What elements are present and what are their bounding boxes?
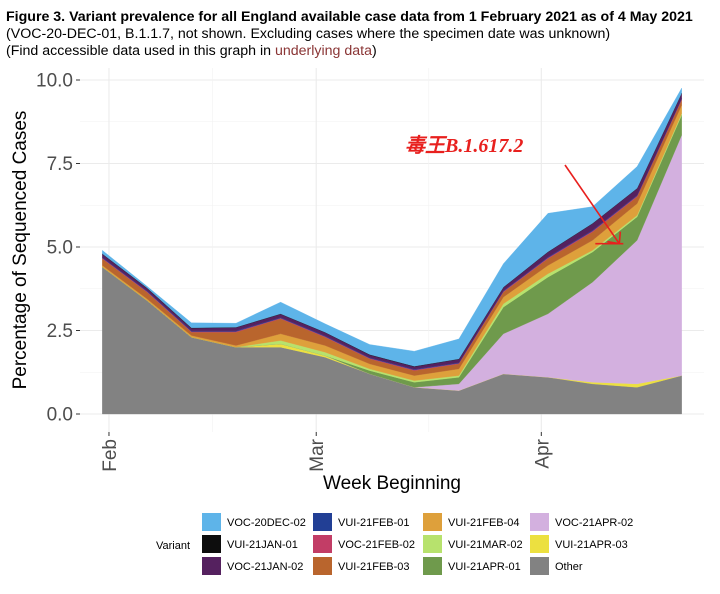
annotation-arrowhead	[618, 231, 622, 244]
y-tick-label: 5.0	[47, 238, 73, 259]
y-tick-label: 0.0	[47, 405, 73, 426]
figure-title: Figure 3. Variant prevalence for all Eng…	[6, 9, 693, 25]
figure-subtitle: (VOC-20-DEC-01, B.1.1.7, not shown. Excl…	[6, 26, 611, 42]
x-axis-title: Week Beginning	[323, 473, 461, 494]
legend-swatch-vui-21feb-04	[423, 513, 442, 531]
legend-swatch-voc-21feb-02	[313, 535, 332, 553]
annotation-arrow-shaft	[564, 164, 620, 245]
legend-swatch-other	[530, 557, 549, 575]
annotation-label: 毒王B.1.617.2	[405, 134, 523, 157]
y-axis-title: Percentage of Sequenced Cases	[10, 111, 31, 390]
legend-label-vui-21feb-03: VUI-21FEB-03	[338, 561, 410, 573]
legend-label-vui-21feb-04: VUI-21FEB-04	[448, 517, 520, 529]
legend-label-vui-21jan-01: VUI-21JAN-01	[227, 539, 298, 551]
legend-title: Variant	[156, 540, 190, 552]
legend-swatch-vui-21mar-02	[423, 535, 442, 553]
figure-header: Figure 3. Variant prevalence for all Eng…	[6, 9, 718, 60]
legend-swatch-vui-21feb-03	[313, 557, 332, 575]
accessible-data-note: (Find accessible data used in this graph…	[6, 43, 718, 60]
legend-label-voc-21apr-02: VOC-21APR-02	[555, 517, 633, 529]
x-tick-label: Apr	[532, 438, 553, 468]
stacked-areas	[102, 87, 682, 415]
legend-swatch-vui-21apr-01	[423, 557, 442, 575]
legend-swatch-vui-21jan-01	[202, 535, 221, 553]
x-tick-label: Feb	[100, 439, 121, 472]
legend: Variant VOC-20DEC-02 VUI-21JAN-01 VOC-21JAN…	[156, 513, 633, 575]
legend-label-voc-21feb-02: VOC-21FEB-02	[338, 539, 415, 551]
legend-label-vui-21feb-01: VUI-21FEB-01	[338, 517, 410, 529]
legend-swatch-vui-21feb-01	[313, 513, 332, 531]
legend-swatch-voc-21apr-02	[530, 513, 549, 531]
legend-label-vui-21apr-03: VUI-21APR-03	[555, 539, 628, 551]
legend-label-voc-20dec-02: VOC-20DEC-02	[227, 517, 306, 529]
area-voc-20dec-02	[102, 87, 682, 367]
legend-label-voc-21jan-02: VOC-21JAN-02	[227, 561, 303, 573]
accessible-note-prefix: (Find accessible data used in this graph…	[6, 43, 275, 59]
accessible-note-suffix: )	[371, 43, 377, 59]
legend-label-vui-21apr-01: VUI-21APR-01	[448, 561, 521, 573]
legend-swatch-voc-21jan-02	[202, 557, 221, 575]
y-tick-label: 7.5	[47, 154, 73, 175]
y-tick-label: 2.5	[47, 321, 73, 342]
legend-label-other: Other	[555, 561, 583, 573]
legend-swatch-voc-20dec-02	[202, 513, 221, 531]
x-tick-label: Mar	[307, 438, 328, 471]
y-tick-label: 10.0	[36, 71, 73, 92]
legend-label-vui-21mar-02: VUI-21MAR-02	[448, 539, 523, 551]
underlying-data-link[interactable]: underlying data	[274, 43, 372, 59]
legend-swatch-vui-21apr-03	[530, 535, 549, 553]
